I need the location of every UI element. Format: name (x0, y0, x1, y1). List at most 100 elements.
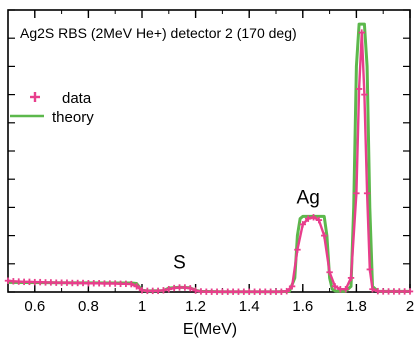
data-series (4, 29, 414, 295)
data-point (117, 280, 124, 288)
data-point (69, 279, 76, 287)
data-point (4, 277, 12, 284)
data-point (401, 288, 408, 295)
data-point (240, 288, 248, 295)
data-point (47, 279, 55, 286)
data-point (15, 278, 22, 285)
data-point (272, 288, 280, 295)
data-point (235, 288, 242, 295)
data-point (380, 288, 387, 295)
data-point (58, 279, 65, 286)
data-point (197, 288, 205, 295)
data-point (26, 278, 33, 286)
data-point (267, 288, 274, 295)
data-point (149, 287, 156, 295)
data-point (170, 284, 178, 292)
data-point (347, 274, 355, 282)
data-point (85, 280, 92, 287)
plot-frame (7, 9, 411, 293)
data-point (112, 280, 119, 287)
annotation-s: S (173, 252, 186, 273)
data-point (229, 288, 237, 295)
data-point (36, 278, 44, 286)
data-point (144, 287, 151, 295)
data-point (337, 285, 344, 293)
data-point (10, 278, 17, 285)
data-point (181, 284, 189, 291)
data-point (187, 285, 194, 292)
data-point (133, 283, 140, 290)
annotation-ag: Ag (297, 187, 320, 208)
x-tick-label: 0.6 (24, 298, 45, 315)
data-point (262, 288, 269, 295)
data-point (310, 214, 317, 221)
data-point (288, 283, 296, 290)
x-tick-label: 0.8 (78, 298, 99, 315)
data-point (256, 288, 264, 295)
data-point (74, 279, 81, 287)
data-point (342, 285, 349, 293)
data-point (219, 288, 226, 295)
data-trace (7, 31, 410, 293)
data-point (53, 279, 60, 286)
legend-data-marker (30, 92, 40, 102)
legend-data-label: data (62, 90, 92, 107)
x-tick-label: 2 (406, 298, 414, 315)
data-point (366, 266, 373, 273)
data-point (95, 280, 103, 287)
data-point (385, 288, 392, 295)
data-point (246, 288, 253, 295)
chart-title: Ag2S RBS (2MeV He+) detector 2 (170 deg) (20, 25, 297, 41)
data-point (326, 269, 333, 276)
data-point (122, 280, 130, 288)
data-point (176, 284, 183, 291)
legend: data theory (10, 90, 94, 126)
data-point (208, 288, 215, 295)
theory-line (7, 22, 410, 294)
data-point (321, 232, 328, 239)
data-point (31, 278, 38, 286)
data-point (363, 190, 371, 197)
data-point (213, 288, 221, 295)
data-point (304, 215, 312, 222)
x-tick-label: 1.8 (346, 298, 367, 315)
data-point (283, 287, 290, 295)
data-point (396, 288, 403, 295)
data-point (203, 288, 210, 295)
data-point (278, 288, 285, 295)
data-point (90, 280, 97, 287)
data-point (294, 246, 301, 253)
x-tick-label: 1 (138, 298, 146, 315)
data-point (353, 190, 360, 197)
data-point (138, 287, 146, 294)
legend-theory-label: theory (52, 109, 94, 126)
data-point (374, 287, 382, 295)
data-point (224, 288, 231, 295)
tick-labels: 0.6 0.8 1 1.2 1.4 1.6 1.8 2 (24, 298, 414, 315)
data-point (79, 279, 87, 287)
data-point (106, 280, 114, 287)
x-axis-label: E(MeV) (183, 321, 237, 338)
data-point (406, 288, 414, 295)
data-point (154, 287, 162, 295)
data-point (128, 280, 135, 288)
data-point (42, 279, 49, 286)
data-point (192, 287, 199, 294)
x-tick-label: 1.6 (292, 298, 313, 315)
x-tick-label: 1.4 (239, 298, 260, 315)
x-tick-label: 1.2 (185, 298, 206, 315)
axis-ticks (7, 9, 411, 293)
data-point (160, 287, 167, 294)
data-point (361, 91, 368, 98)
data-point (358, 29, 365, 36)
data-point (101, 280, 108, 287)
theory-series (7, 22, 410, 294)
data-point (390, 288, 398, 295)
data-point (165, 285, 172, 293)
data-point (315, 216, 323, 224)
data-point (63, 279, 71, 286)
data-point (251, 288, 258, 295)
data-point (299, 221, 306, 228)
data-point (331, 283, 339, 290)
